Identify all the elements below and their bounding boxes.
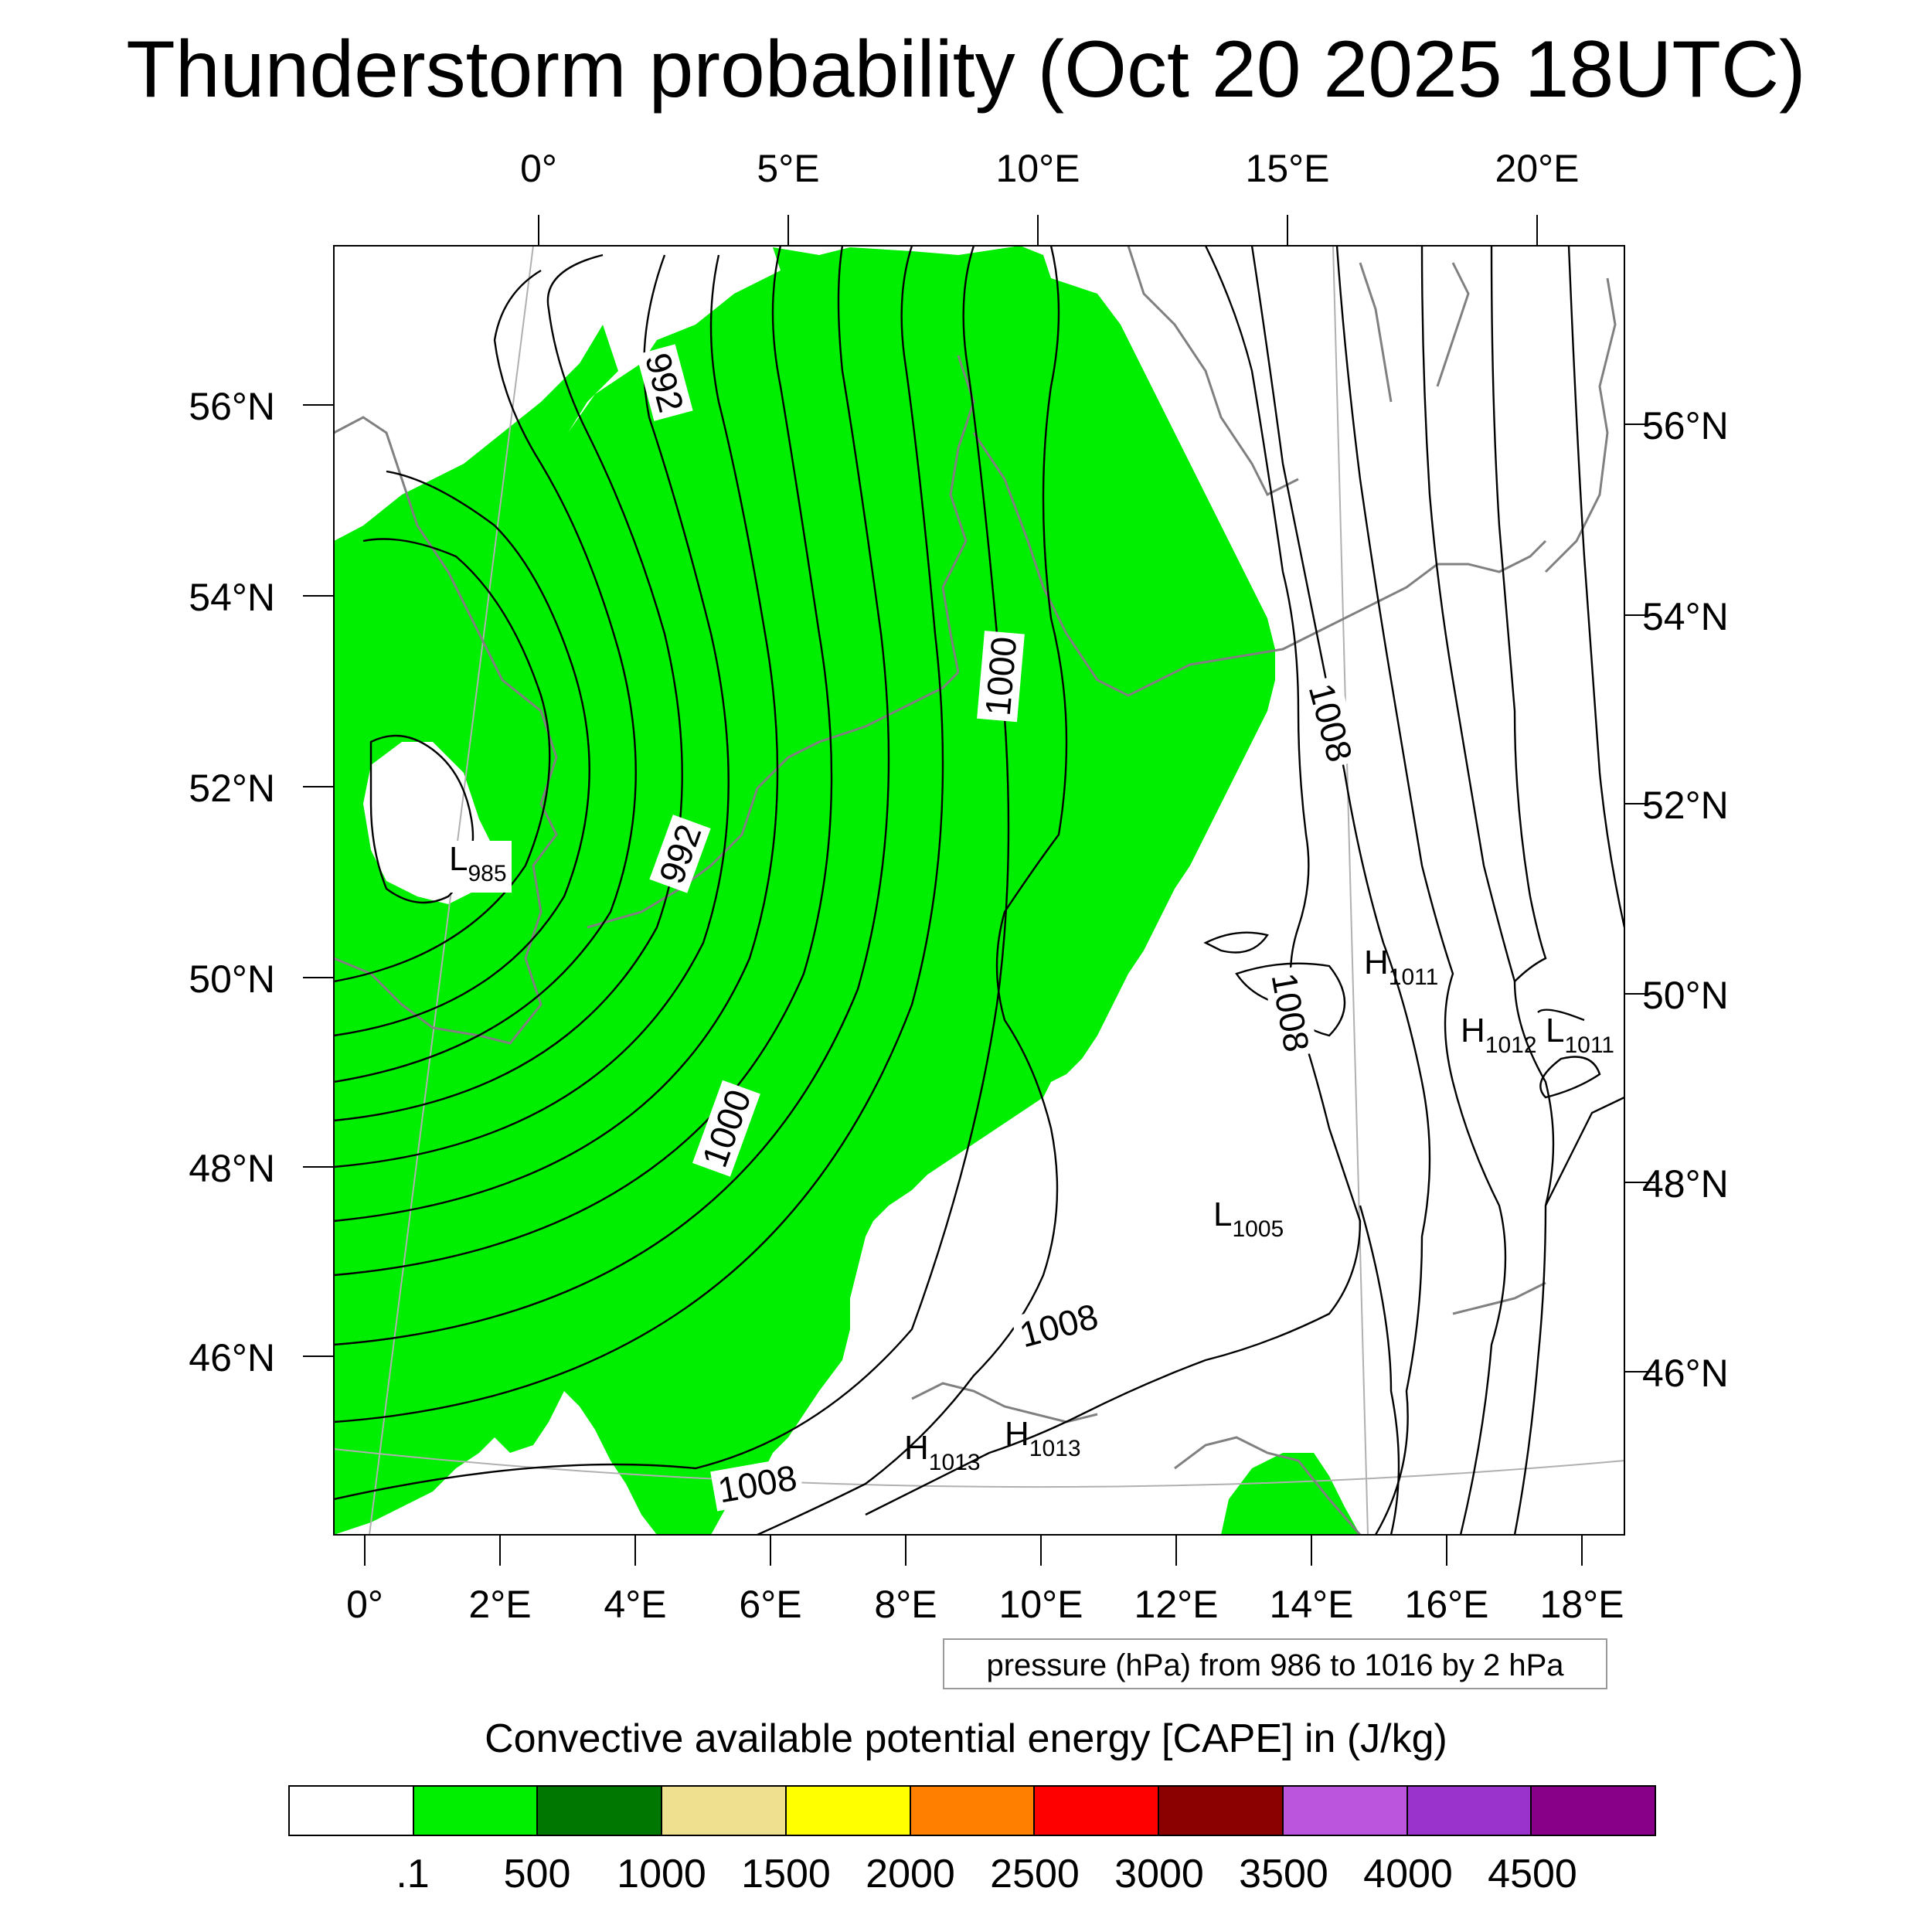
top-axis-label: 15°E bbox=[1245, 147, 1330, 190]
plot-frame bbox=[333, 245, 1625, 1536]
colorbar-label: 500 bbox=[503, 1852, 571, 1896]
colorbar-label: .1 bbox=[396, 1852, 430, 1896]
colorbar-label: 3500 bbox=[1239, 1852, 1328, 1896]
bottom-axis-label: 10°E bbox=[998, 1583, 1083, 1626]
colorbar-box bbox=[784, 1787, 910, 1835]
colorbar bbox=[288, 1785, 1656, 1836]
left-axis-label: 52°N bbox=[189, 767, 275, 810]
right-axis-label: 54°N bbox=[1642, 595, 1729, 638]
bottom-axis-label: 18°E bbox=[1539, 1583, 1624, 1626]
isobar-label: 1000 bbox=[977, 630, 1025, 723]
pressure-low-mark: L985 bbox=[444, 841, 512, 893]
pressure-low-mark: L1011 bbox=[1546, 1012, 1614, 1059]
right-axis-label: 50°N bbox=[1642, 974, 1729, 1017]
colorbar-box bbox=[1281, 1787, 1406, 1835]
cape-area-adriatic bbox=[1221, 1453, 1360, 1535]
colorbar-label: 3000 bbox=[1114, 1852, 1204, 1896]
colorbar-box bbox=[290, 1787, 413, 1835]
colorbar-label: 2500 bbox=[990, 1852, 1080, 1896]
left-axis-label: 46°N bbox=[189, 1336, 275, 1379]
pressure-high-mark: H1013 bbox=[904, 1429, 981, 1476]
colorbar-box bbox=[661, 1787, 785, 1835]
bottom-axis-label: 2°E bbox=[468, 1583, 532, 1626]
pressure-high-mark: H1011 bbox=[1364, 944, 1439, 991]
right-axis-label: 48°N bbox=[1642, 1162, 1729, 1206]
bottom-axis-label: 8°E bbox=[874, 1583, 937, 1626]
colorbar-label: 4000 bbox=[1363, 1852, 1453, 1896]
left-axis-label: 48°N bbox=[189, 1147, 275, 1190]
map-title: Thunderstorm probability (Oct 20 2025 18… bbox=[126, 25, 1806, 114]
colorbar-box bbox=[1530, 1787, 1655, 1835]
axis-ticks bbox=[303, 215, 1655, 1566]
top-axis-label: 10°E bbox=[995, 147, 1080, 190]
colorbar-box bbox=[1406, 1787, 1531, 1835]
top-axis-label: 5°E bbox=[757, 147, 820, 190]
left-axis-label: 54°N bbox=[189, 576, 275, 619]
colorbar-box bbox=[536, 1787, 662, 1835]
bottom-axis-label: 16°E bbox=[1404, 1583, 1489, 1626]
bottom-axis-label: 4°E bbox=[604, 1583, 667, 1626]
colorbar-label: 1000 bbox=[617, 1852, 706, 1896]
colorbar-label: 2000 bbox=[866, 1852, 955, 1896]
colorbar-box bbox=[909, 1787, 1034, 1835]
colorbar-box bbox=[1158, 1787, 1282, 1835]
colorbar-title: Convective available potential energy [C… bbox=[485, 1716, 1447, 1761]
bottom-axis-label: 14°E bbox=[1269, 1583, 1354, 1626]
contour-info-box: pressure (hPa) from 986 to 1016 by 2 hPa bbox=[943, 1638, 1607, 1689]
right-axis-label: 56°N bbox=[1642, 404, 1729, 447]
pressure-low-mark: L1005 bbox=[1213, 1196, 1284, 1243]
colorbar-box bbox=[412, 1787, 537, 1835]
colorbar-box bbox=[1033, 1787, 1158, 1835]
bottom-axis-label: 0° bbox=[346, 1583, 383, 1626]
colorbar-label: 4500 bbox=[1488, 1852, 1577, 1896]
top-axis-label: 20°E bbox=[1495, 147, 1580, 190]
left-axis-label: 50°N bbox=[189, 957, 275, 1001]
right-axis-label: 52°N bbox=[1642, 784, 1729, 827]
isobars bbox=[334, 246, 1624, 1535]
bottom-axis-label: 12°E bbox=[1134, 1583, 1219, 1626]
left-axis-label: 56°N bbox=[189, 385, 275, 428]
bottom-axis-label: 6°E bbox=[739, 1583, 802, 1626]
pressure-high-mark: H1013 bbox=[1005, 1415, 1081, 1462]
right-axis-label: 46°N bbox=[1642, 1352, 1729, 1395]
pressure-high-mark: H1012 bbox=[1461, 1012, 1537, 1059]
coastlines bbox=[334, 246, 1617, 1535]
colorbar-label: 1500 bbox=[741, 1852, 831, 1896]
top-axis-label: 0° bbox=[520, 147, 557, 190]
